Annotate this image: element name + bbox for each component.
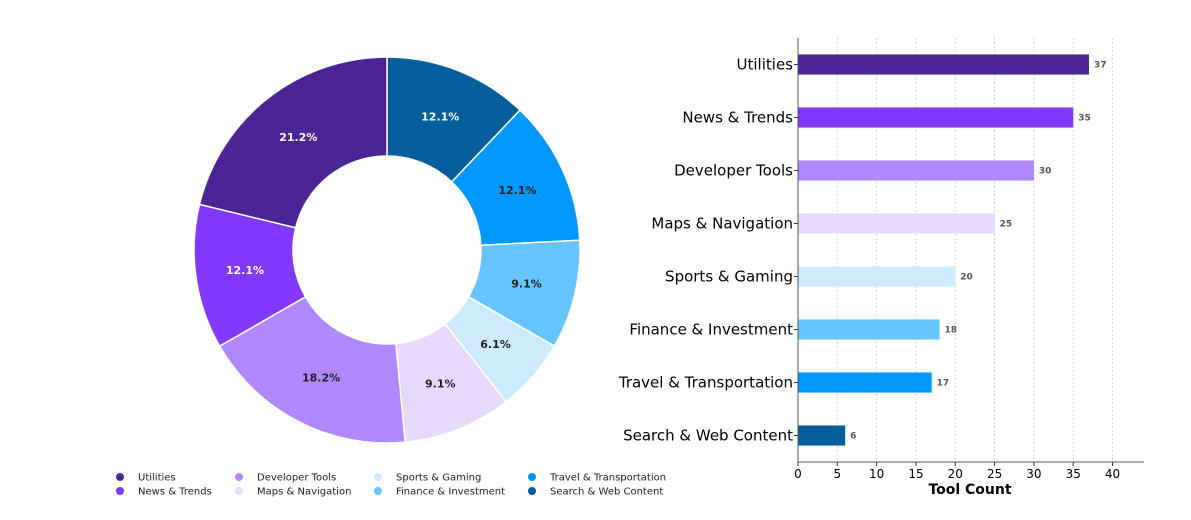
y-tick-label-search-and-web-content: Search & Web Content bbox=[623, 427, 793, 445]
donut-slice-label-search-and-web-content: 12.1% bbox=[421, 111, 459, 124]
y-tick-label-maps-and-navigation: Maps & Navigation bbox=[651, 215, 793, 233]
donut-slice-developer-tools bbox=[218, 295, 406, 444]
y-tick-label-finance-and-investment: Finance & Investment bbox=[629, 321, 793, 339]
legend-swatch-finance-and-investment bbox=[374, 487, 382, 495]
donut-slice-label-sports-and-gaming: 6.1% bbox=[480, 338, 511, 351]
y-tick-label-news-and-trends: News & Trends bbox=[682, 109, 793, 127]
bar-value-label-maps-and-navigation: 25 bbox=[1000, 220, 1013, 230]
legend-entry-maps-and-navigation: Maps & Navigation bbox=[257, 487, 351, 498]
x-tick-label-20: 20 bbox=[948, 467, 963, 481]
bar-value-label-news-and-trends: 35 bbox=[1078, 114, 1091, 124]
legend-entry-finance-and-investment: Finance & Investment bbox=[396, 487, 505, 498]
x-tick-label-5: 5 bbox=[833, 467, 841, 481]
legend-swatch-utilities bbox=[116, 473, 124, 481]
y-tick-label-travel-and-transportation: Travel & Transportation bbox=[618, 374, 793, 392]
bar-value-label-finance-and-investment: 18 bbox=[945, 326, 958, 336]
donut-slice-label-finance-and-investment: 9.1% bbox=[511, 277, 542, 290]
bar-maps-and-navigation bbox=[798, 213, 995, 234]
bar-value-label-search-and-web-content: 6 bbox=[850, 432, 856, 442]
legend-entry-developer-tools: Developer Tools bbox=[257, 473, 336, 484]
bar-search-and-web-content bbox=[798, 425, 846, 446]
legend-entry-search-and-web-content: Search & Web Content bbox=[550, 487, 663, 498]
bar-utilities bbox=[798, 54, 1089, 75]
legend-swatch-search-and-web-content bbox=[528, 487, 536, 495]
bar-finance-and-investment bbox=[798, 319, 940, 340]
donut-slice-label-utilities: 21.2% bbox=[279, 131, 317, 144]
y-tick-label-utilities: Utilities bbox=[737, 56, 794, 74]
donut-chart: 12.1% 12.1% 9.1% 6.1% 9.1% 18.2% 12.1% 21.2% bbox=[193, 56, 581, 444]
legend-swatch-developer-tools bbox=[235, 473, 243, 481]
bar-developer-tools bbox=[798, 160, 1034, 181]
bar-value-label-utilities: 37 bbox=[1094, 61, 1107, 71]
legend-entry-sports-and-gaming: Sports & Gaming bbox=[396, 473, 481, 484]
donut-slice-label-maps-and-navigation: 9.1% bbox=[425, 377, 456, 390]
x-tick-label-40: 40 bbox=[1105, 467, 1120, 481]
bar-chart: 37 Utilities 35 News & Trends 30 Developer To… bbox=[618, 38, 1144, 498]
bar-sports-and-gaming bbox=[798, 266, 956, 287]
bar-news-and-trends bbox=[798, 107, 1074, 128]
donut-legend: Utilities News & Trends Developer Tools Map… bbox=[116, 473, 666, 498]
bar-value-label-sports-and-gaming: 20 bbox=[960, 273, 973, 283]
x-tick-label-0: 0 bbox=[794, 467, 802, 481]
legend-swatch-travel-and-transportation bbox=[528, 473, 536, 481]
legend-entry-news-and-trends: News & Trends bbox=[138, 487, 212, 498]
y-tick-label-sports-and-gaming: Sports & Gaming bbox=[665, 268, 793, 286]
donut-slice-label-developer-tools: 18.2% bbox=[302, 371, 340, 384]
y-tick-label-developer-tools: Developer Tools bbox=[674, 162, 793, 180]
legend-entry-travel-and-transportation: Travel & Transportation bbox=[549, 473, 666, 484]
legend-swatch-sports-and-gaming bbox=[374, 473, 382, 481]
x-tick-label-30: 30 bbox=[1026, 467, 1041, 481]
x-tick-label-15: 15 bbox=[908, 467, 923, 481]
donut-slice-utilities bbox=[198, 56, 388, 229]
legend-entry-utilities: Utilities bbox=[138, 473, 176, 484]
x-tick-label-35: 35 bbox=[1066, 467, 1081, 481]
bar-value-label-travel-and-transportation: 17 bbox=[937, 379, 950, 389]
legend-swatch-maps-and-navigation bbox=[235, 487, 243, 495]
legend-swatch-news-and-trends bbox=[116, 487, 124, 495]
bar-travel-and-transportation bbox=[798, 372, 932, 393]
donut-slice-label-travel-and-transportation: 12.1% bbox=[498, 184, 536, 197]
x-tick-label-10: 10 bbox=[869, 467, 884, 481]
x-axis-title: Tool Count bbox=[928, 482, 1011, 498]
x-tick-label-25: 25 bbox=[987, 467, 1002, 481]
donut-slice-label-news-and-trends: 12.1% bbox=[226, 264, 264, 277]
bar-value-label-developer-tools: 30 bbox=[1039, 167, 1052, 177]
